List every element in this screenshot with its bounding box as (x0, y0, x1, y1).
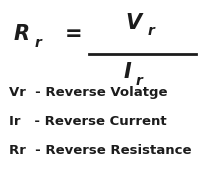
Text: Vr  - Reverse Volatge: Vr - Reverse Volatge (9, 86, 167, 99)
Text: Ir   - Reverse Current: Ir - Reverse Current (9, 115, 167, 128)
Text: V: V (126, 13, 142, 33)
Text: =: = (65, 24, 82, 44)
Text: r: r (147, 24, 154, 38)
Text: r: r (136, 74, 143, 88)
Text: R: R (13, 24, 29, 44)
Text: Rr  - Reverse Resistance: Rr - Reverse Resistance (9, 144, 191, 157)
Text: I: I (123, 62, 131, 82)
Text: r: r (35, 36, 41, 50)
